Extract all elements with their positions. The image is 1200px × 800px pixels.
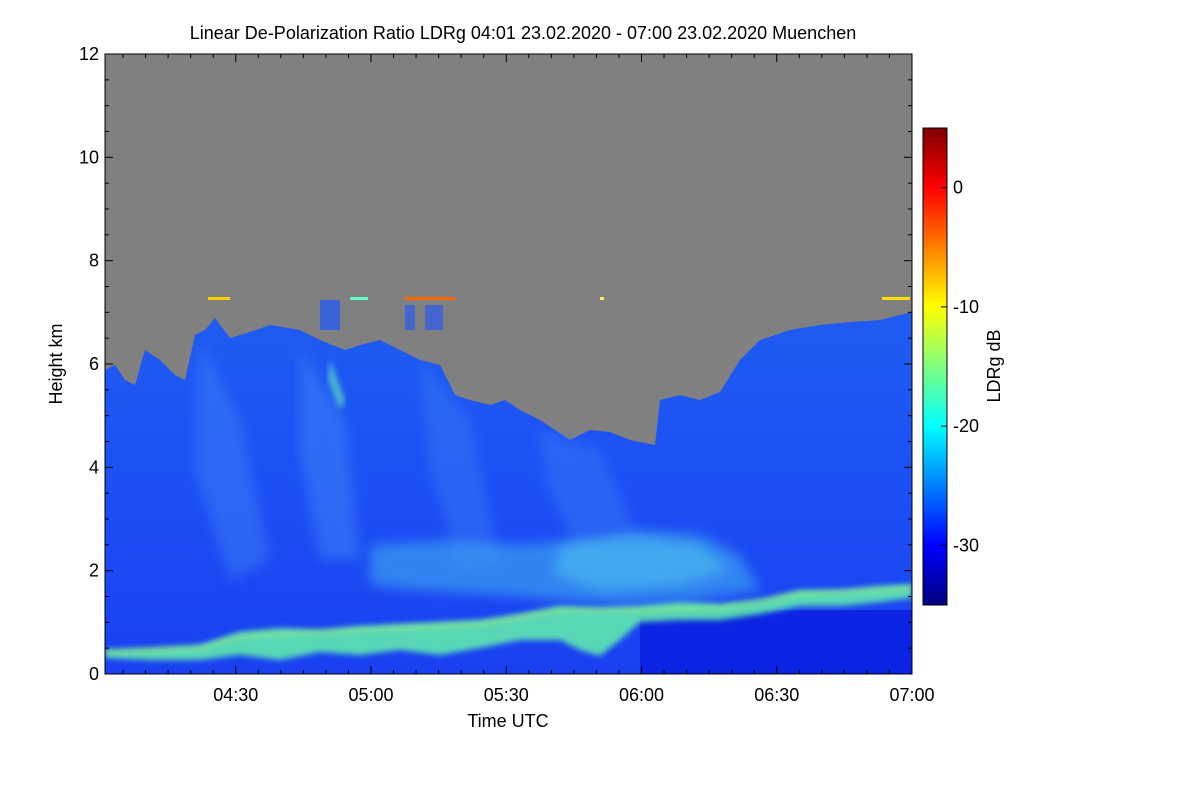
x-axis-ticks: 04:30 05:00 05:30 06:00 06:30 07:00 xyxy=(122,54,935,705)
x-tick-label: 05:30 xyxy=(484,685,529,705)
y-tick-label: 6 xyxy=(89,354,99,374)
boundary-layer-band xyxy=(105,584,912,660)
colorbar-label: LDRg dB xyxy=(984,329,1004,402)
x-tick-label: 05:00 xyxy=(348,685,393,705)
y-tick-label: 10 xyxy=(79,147,99,167)
chart-title: Linear De-Polarization Ratio LDRg 04:01 … xyxy=(190,23,856,43)
y-axis-label: Height km xyxy=(46,323,66,404)
colorbar-tick-label: 0 xyxy=(953,178,963,198)
x-tick-label: 04:30 xyxy=(213,685,258,705)
x-tick-label: 07:00 xyxy=(889,685,934,705)
y-tick-label: 8 xyxy=(89,251,99,271)
y-tick-label: 0 xyxy=(89,664,99,684)
colorbar-tick-label: -10 xyxy=(953,297,979,317)
y-axis-ticks: 0 2 4 6 8 10 12 xyxy=(79,44,912,684)
colorbar-ticks: 0 -10 -20 -30 xyxy=(941,178,979,555)
x-tick-label: 06:30 xyxy=(754,685,799,705)
x-tick-label: 06:00 xyxy=(619,685,664,705)
y-tick-label: 12 xyxy=(79,44,99,64)
y-tick-label: 2 xyxy=(89,561,99,581)
x-axis-label: Time UTC xyxy=(467,711,548,731)
heatmap-field xyxy=(105,54,912,674)
colorbar xyxy=(922,127,948,606)
y-tick-label: 4 xyxy=(89,457,99,477)
colorbar-tick-label: -30 xyxy=(953,535,979,555)
colorbar-tick-label: -20 xyxy=(953,416,979,436)
